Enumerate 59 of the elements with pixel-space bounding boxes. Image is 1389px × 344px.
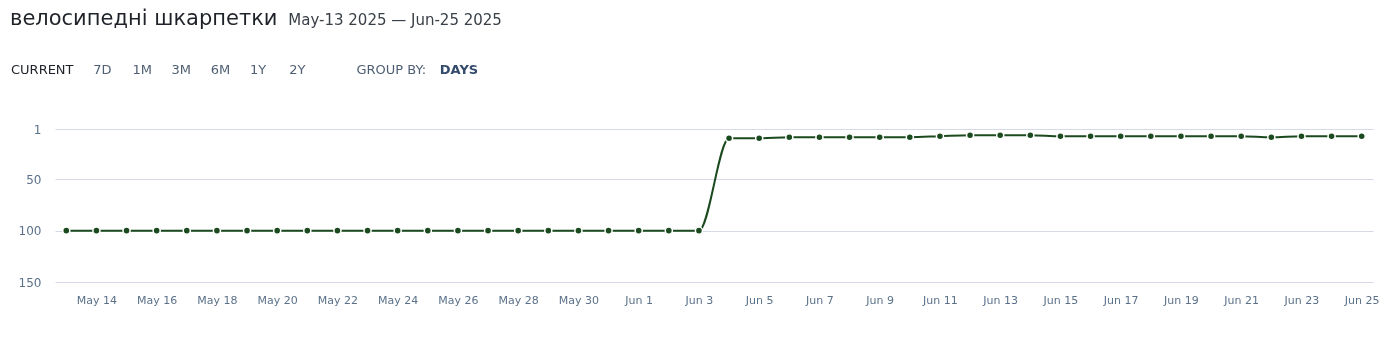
point: [483, 226, 493, 235]
text: CURRENT: [11, 62, 74, 77]
y-tick-label: 50: [26, 172, 42, 187]
x-tick-label: May 24: [378, 293, 419, 307]
x-tick-label: Jun 15: [1042, 293, 1079, 307]
text: 2Y: [289, 62, 306, 77]
point: [92, 226, 101, 235]
point: [634, 226, 643, 235]
chart-title: велосипедні шкарпетки: [10, 6, 278, 30]
x-tick-label: Jun 3: [684, 293, 714, 307]
point: [242, 226, 252, 235]
x-tick-label: Jun 5: [744, 293, 774, 307]
point: [152, 226, 161, 235]
text: 3M: [171, 62, 192, 77]
x-tick-label: Jun 13: [982, 293, 1019, 307]
point: [453, 226, 463, 235]
point: [423, 226, 433, 235]
x-tick-label: May 14: [76, 293, 118, 307]
point: [212, 226, 222, 235]
y-tick-label: 1: [33, 122, 42, 137]
point: [62, 226, 71, 235]
point: [182, 226, 192, 235]
x-tick-label: Jun 11: [922, 293, 958, 307]
point: [574, 226, 583, 235]
x-tick-label: Jun 1: [624, 293, 654, 307]
x-tick-label: Jun 23: [1283, 293, 1320, 307]
text: 1M: [132, 62, 152, 77]
text: DAYS: [439, 62, 479, 77]
x-tick-label: May 16: [137, 293, 178, 307]
point: [513, 226, 523, 235]
point: [333, 226, 342, 235]
point: [544, 226, 553, 235]
x-tick-label: Jun 25: [1343, 293, 1380, 307]
x-tick-label: Jun 9: [865, 293, 895, 307]
point: [363, 226, 372, 235]
chart-subtitle: May-13 2025 — Jun-25 2025: [288, 11, 502, 29]
y-tick-label: 100: [18, 224, 42, 239]
point: [604, 226, 613, 235]
text: 7D: [93, 62, 112, 77]
x-tick-label: Jun 17: [1102, 293, 1139, 307]
x-tick-label: May 20: [257, 293, 298, 307]
point: [272, 226, 282, 235]
point: [303, 226, 312, 235]
point: [664, 226, 674, 235]
point: [393, 226, 402, 235]
text: 1Y: [250, 62, 267, 77]
text: GROUP BY:: [356, 62, 427, 77]
x-tick-label: May 28: [498, 293, 539, 307]
x-tick-label: May 22: [317, 293, 359, 307]
x-tick-label: May 30: [558, 293, 600, 307]
point: [694, 226, 704, 235]
y-tick-label: 150: [18, 275, 42, 290]
x-tick-label: Jun 7: [805, 293, 834, 307]
x-tick-label: May 26: [438, 293, 479, 307]
x-tick-label: Jun 21: [1223, 293, 1260, 307]
text: 6M: [210, 62, 231, 77]
point: [122, 226, 131, 235]
x-tick-label: Jun 19: [1163, 293, 1199, 307]
x-tick-label: May 18: [197, 293, 238, 307]
